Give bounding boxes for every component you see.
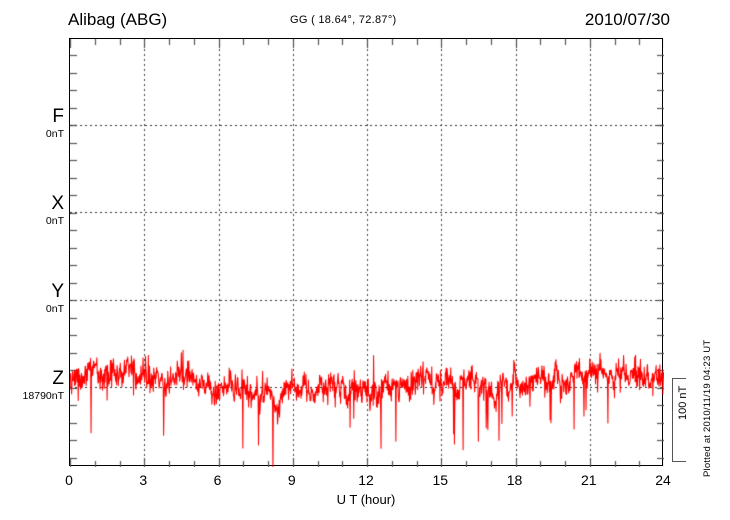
component-baseline-y: 0nT — [45, 303, 64, 315]
component-label-y: Y 0nT — [46, 282, 64, 315]
plot-frame — [69, 38, 664, 467]
x-tick-label: 6 — [213, 472, 222, 488]
observation-date: 2010/07/30 — [584, 10, 670, 29]
scale-bar — [672, 378, 686, 462]
x-tick-label: 15 — [432, 472, 449, 488]
x-tick-label: 18 — [506, 472, 523, 488]
component-baseline-f: 0nT — [45, 128, 64, 140]
component-letter-y: Y — [51, 281, 64, 302]
x-tick-label: 21 — [580, 472, 597, 488]
x-tick-label: 3 — [139, 472, 148, 488]
x-tick-label: 24 — [655, 472, 671, 488]
scale-bar-label: 100 nT — [677, 385, 689, 420]
component-baseline-x: 0nT — [45, 215, 64, 227]
component-label-z: Z 18790nT — [23, 369, 64, 402]
component-letter-z: Z — [52, 368, 64, 389]
plotted-at-stamp: Plotted at 2010/11/19 04:23 UT — [702, 339, 713, 477]
station-name: Alibag (ABG) — [68, 10, 168, 29]
x-tick-label: 9 — [287, 472, 296, 488]
x-tick-label: 0 — [65, 472, 73, 488]
x-axis-title: U T (hour) — [336, 492, 396, 507]
geographic-coordinates: GG ( 18.64°, 72.87°) — [290, 14, 397, 26]
component-baseline-z: 18790nT — [22, 390, 64, 402]
component-label-f: F 0nT — [46, 107, 64, 140]
magnetogram-canvas — [70, 39, 664, 467]
component-label-x: X 0nT — [46, 194, 64, 227]
component-letter-f: F — [52, 106, 64, 127]
x-tick-label: 12 — [358, 472, 374, 488]
component-letter-x: X — [51, 193, 64, 214]
